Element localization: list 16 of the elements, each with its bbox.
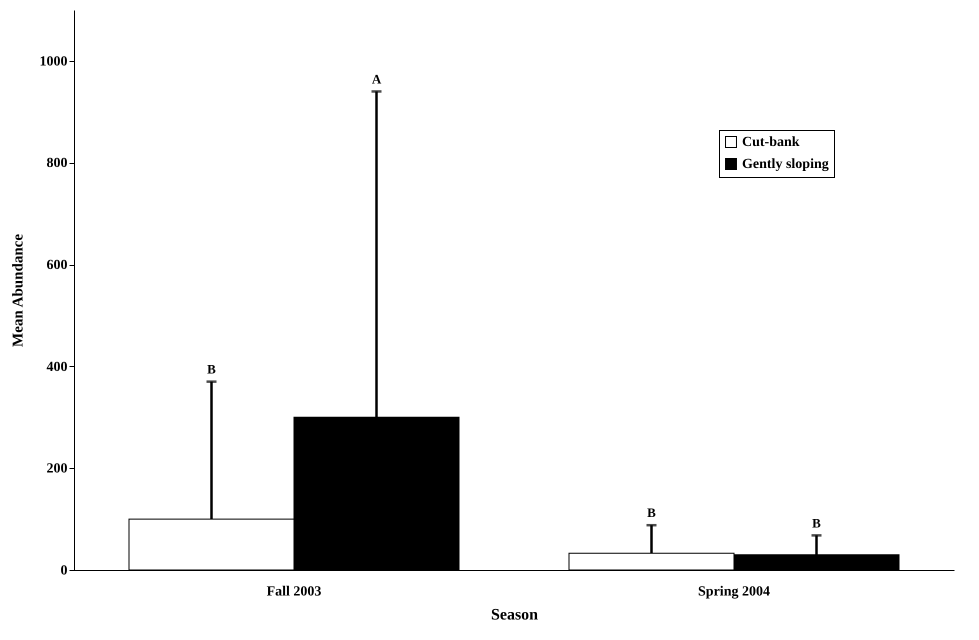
- x-axis-title: Season: [490, 606, 538, 624]
- annotation: A: [372, 71, 382, 86]
- y-tick-label: 0: [60, 564, 68, 578]
- legend-label: Gently sloping: [742, 157, 829, 172]
- annotation: B: [207, 362, 216, 377]
- y-tick-label: 400: [46, 360, 68, 375]
- y-tick-label: 600: [46, 258, 68, 274]
- x-tick-label: Spring 2004: [698, 584, 770, 600]
- annotation: B: [647, 505, 656, 520]
- y-axis-title: Mean Abundance: [10, 234, 26, 347]
- annotation: B: [812, 515, 822, 530]
- y-tick-label: 800: [46, 156, 68, 172]
- y-tick-label: 200: [46, 462, 68, 477]
- y-tick-label: 1000: [40, 54, 68, 70]
- legend-label: Cut-bank: [742, 135, 800, 150]
- x-tick-label: Fall 2003: [266, 584, 322, 600]
